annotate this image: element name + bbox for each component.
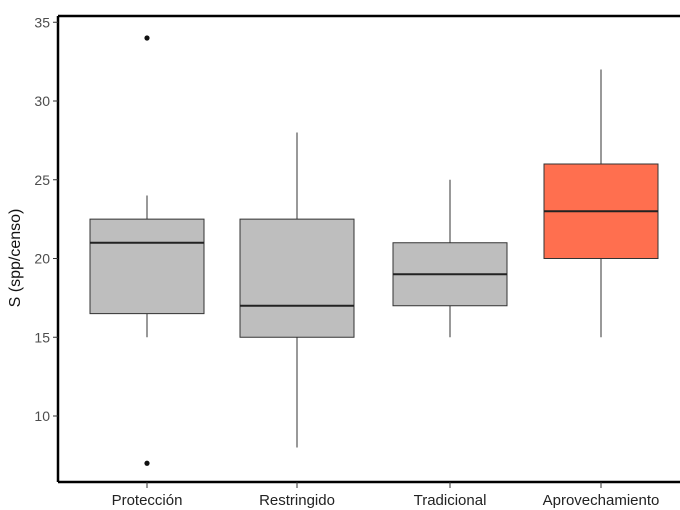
box-group-4 xyxy=(543,69,659,338)
y-tick-label: 15 xyxy=(34,329,50,345)
y-axis-ticks: 10 15 20 25 30 35 xyxy=(34,14,58,424)
box-group-2 xyxy=(239,132,355,448)
x-tick-label: Tradicional xyxy=(414,492,487,509)
x-axis-ticks: Protección Restringido Tradicional Aprovech… xyxy=(112,482,660,509)
box-group-3 xyxy=(392,179,508,338)
x-tick-label: Aprovechamiento xyxy=(543,492,660,509)
y-tick-label: 20 xyxy=(34,251,50,267)
y-tick-label: 10 xyxy=(34,408,50,424)
y-tick-label: 30 xyxy=(34,93,50,109)
box-group-1 xyxy=(89,35,205,466)
outlier-point xyxy=(144,35,150,41)
box-iqr xyxy=(89,218,205,315)
y-axis-title: S (spp/censo) xyxy=(7,209,24,308)
outlier-point xyxy=(144,460,150,466)
x-tick-label: Protección xyxy=(112,492,183,509)
plot-marks xyxy=(89,35,659,466)
x-tick-label: Restringido xyxy=(259,492,335,509)
box-iqr xyxy=(239,218,355,338)
y-tick-label: 35 xyxy=(34,14,50,30)
y-tick-label: 25 xyxy=(34,172,50,188)
